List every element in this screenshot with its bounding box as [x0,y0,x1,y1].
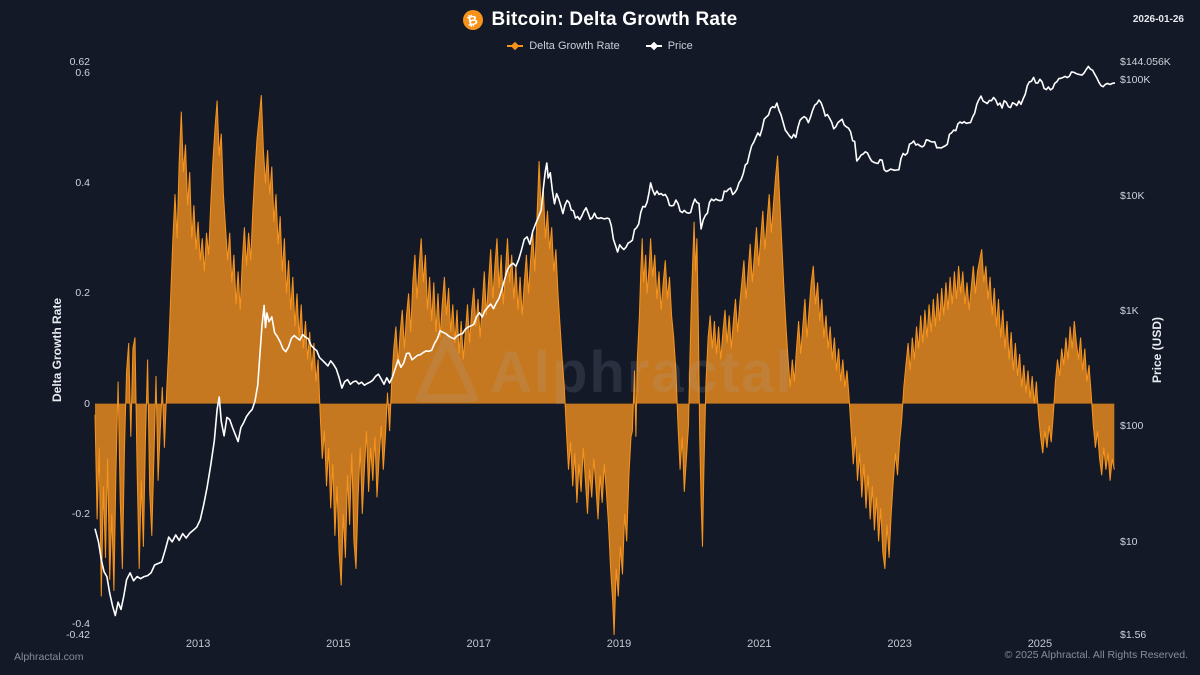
price-series-marker-icon [645,45,662,47]
right-axis-tick: $10 [1120,535,1138,548]
left-axis-tick: 0.4 [75,177,90,190]
legend-item-price[interactable]: Price [645,40,693,52]
right-axis-title: Price (USD) [1150,316,1164,384]
right-axis-tick: $100K [1120,74,1151,87]
page-title: Bitcoin: Delta Growth Rate [491,9,738,30]
left-axis-tick: -0.2 [71,507,90,520]
x-axis-tick: 2023 [887,638,912,650]
x-axis-tick: 2017 [466,638,491,650]
chart-date: 2026-01-26 [1132,14,1184,25]
delta-growth-rate-area [95,95,1115,636]
left-axis-tick: 0.62 [69,56,90,68]
legend-label-delta: Delta Growth Rate [529,40,620,52]
watermark-text: Alphractal [490,340,794,405]
left-axis-tick: 0.6 [75,67,90,80]
bitcoin-icon: ₿ [462,10,483,30]
x-axis-tick: 2025 [1027,638,1053,650]
header: ₿ Bitcoin: Delta Growth Rate [0,9,1200,31]
x-axis-tick: 2013 [185,638,211,650]
x-axis-tick: 2021 [747,638,772,650]
copyright-text: © 2025 Alphractal. All Rights Reserved. [1004,649,1188,661]
legend-item-delta-growth-rate[interactable]: Delta Growth Rate [507,40,620,52]
watermark-logo-icon [416,334,478,402]
left-axis-tick: -0.4 [71,617,90,630]
delta-series-marker-icon [507,45,524,47]
x-axis-tick: 2015 [326,638,351,650]
site-link[interactable]: Alphractal.com [14,651,84,663]
legend-label-price: Price [667,40,693,52]
left-axis-title: Delta Growth Rate [50,297,64,403]
watermark: Alphractal [416,334,794,405]
price-line [94,65,1116,617]
right-axis-tick: $10K [1120,189,1145,202]
right-axis-tick: $1.56 [1120,629,1147,641]
left-axis-tick: 0.2 [75,287,90,300]
legend: Delta Growth Rate Price [0,40,1200,52]
x-axis-tick: 2019 [606,638,632,650]
watermark-logo-inner-icon [430,341,464,374]
right-axis-tick: $144.056K [1120,56,1171,68]
left-axis-tick: 0 [84,397,90,410]
delta-growth-rate-line [94,95,1115,636]
right-axis-tick: $1K [1120,305,1139,318]
left-axis-tick: -0.42 [66,629,90,641]
right-axis-tick: $100 [1120,420,1144,433]
